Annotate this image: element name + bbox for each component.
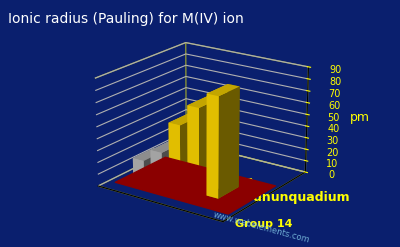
Text: www.webelements.com: www.webelements.com	[212, 210, 310, 244]
Text: Ionic radius (Pauling) for M(IV) ion: Ionic radius (Pauling) for M(IV) ion	[8, 12, 244, 26]
